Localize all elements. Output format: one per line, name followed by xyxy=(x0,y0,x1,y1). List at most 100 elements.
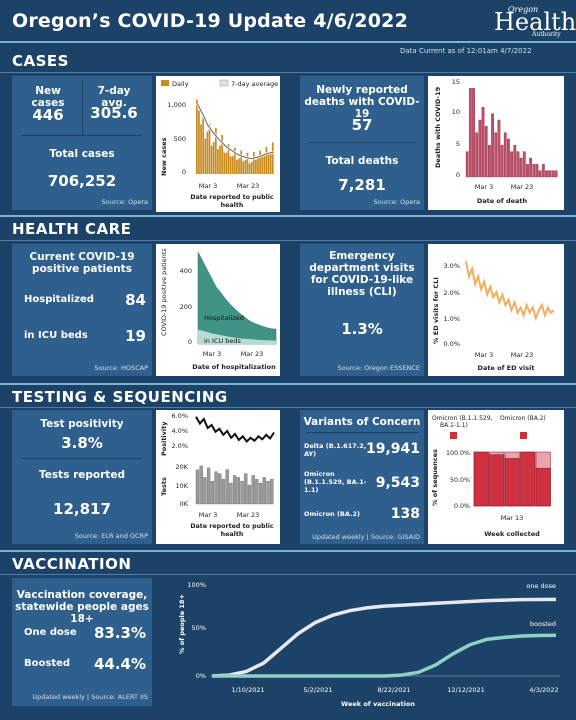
tests-reported-label: Tests reported xyxy=(39,469,125,481)
hospitalization-chart: COVID-19 positive patients 400 200 0 Hos… xyxy=(156,244,280,376)
variant-name-ba2: Omicron (BA.2) xyxy=(304,510,360,518)
cases-bar xyxy=(267,152,270,174)
death-bar xyxy=(519,157,523,178)
header-rule xyxy=(0,41,576,43)
tests-ytick: 20K xyxy=(175,463,188,471)
chart-bg xyxy=(156,76,280,212)
tests-bar xyxy=(210,480,214,505)
cases-bar xyxy=(271,142,274,174)
death-bar xyxy=(494,132,498,178)
tests-ytick: 0K xyxy=(180,500,189,508)
total-deaths-label: Total deaths xyxy=(325,155,399,167)
death-bar xyxy=(516,151,520,178)
cases-heading: CASES xyxy=(12,52,69,70)
death-bar xyxy=(481,107,485,178)
vax-xtick: 12/12/2021 xyxy=(447,686,484,694)
death-bar xyxy=(526,164,529,178)
cases-bar xyxy=(269,151,272,174)
cases-bar xyxy=(244,159,247,174)
daily-cases-chart: Daily 7-day average New cases 1,000 500 … xyxy=(156,76,280,212)
variants-xlabel: Week collected xyxy=(484,530,540,538)
variant-legend-omicron: Omicron (B.1.1.529, BA.1-1.1) xyxy=(432,415,493,429)
voc-title: Variants of Concern xyxy=(303,416,421,428)
cases-bar xyxy=(250,161,253,174)
vax-xtick: 1/10/2021 xyxy=(231,686,264,694)
cases-bar xyxy=(217,149,219,174)
variant-name-delta: Delta (B.1.617.2, AY) xyxy=(304,442,367,458)
positivity-ylabel: Positivity xyxy=(160,421,168,456)
variant-bar-omicron xyxy=(535,467,551,507)
vax-ylabel: % of people 18+ xyxy=(178,594,186,654)
positivity-value: 3.8% xyxy=(61,434,103,452)
gisaid-source: Updated weekly | Source: GISAID xyxy=(312,533,420,541)
deaths-ytick: 15 xyxy=(452,78,460,86)
vax-xtick: 5/2/2021 xyxy=(303,686,332,694)
pos-ytick: 4.0% xyxy=(171,427,188,435)
pos-ytick: 2.0% xyxy=(171,442,188,450)
cases-ylabel: New cases xyxy=(160,137,168,176)
death-bar xyxy=(545,170,548,178)
variants-xtick: Mar 13 xyxy=(501,514,524,522)
cases-bar xyxy=(208,124,211,174)
ed-ylabel: % ED visits for CLI xyxy=(432,277,440,344)
boosted-value: 44.4% xyxy=(93,655,146,673)
cases-bar xyxy=(246,152,249,174)
boosted-series-label: boosted xyxy=(530,620,556,628)
deaths-value: 57 xyxy=(351,116,373,134)
tests-bar xyxy=(262,477,266,505)
variants-ylabel: % of sequences xyxy=(431,449,439,506)
testing-source: Source: ELR and OCRP xyxy=(74,532,148,540)
cases-ytick: 1,000 xyxy=(167,101,186,109)
cases-bar xyxy=(214,127,217,174)
vax-xtick: 4/3/2022 xyxy=(529,686,558,694)
health-care-heading: HEALTH CARE xyxy=(12,220,132,238)
variants-ytick: 100.0% xyxy=(446,450,470,457)
vax-ytick: 100% xyxy=(187,581,206,589)
chart-bg xyxy=(156,410,280,544)
death-bar xyxy=(538,170,542,178)
death-bar xyxy=(529,157,533,178)
deaths-ytick: 10 xyxy=(452,108,460,116)
boosted-line xyxy=(212,633,557,678)
hospitalized-area xyxy=(197,251,277,345)
ed-xtick: Mar 23 xyxy=(511,351,534,359)
new-cases-value: 446 xyxy=(32,106,64,124)
icu-area xyxy=(198,329,276,344)
tests-bar xyxy=(236,477,240,505)
cases-ytick: 0 xyxy=(182,168,186,176)
vax-xtick: 8/22/2021 xyxy=(377,686,410,694)
death-bar xyxy=(548,170,552,178)
cases-bar xyxy=(259,150,261,174)
variant-bar-omicron xyxy=(489,454,505,507)
tests-xtick: Mar 23 xyxy=(237,511,260,519)
deaths-source: Source: Opera xyxy=(373,198,420,206)
boosted-label: Boosted xyxy=(24,658,71,669)
cases-bar xyxy=(231,156,234,174)
tests-bar xyxy=(218,473,222,505)
tests-bar xyxy=(221,479,226,505)
hoscap-source: Source: HOSCAP xyxy=(94,364,148,372)
patients-panel xyxy=(12,244,152,376)
tests-bar xyxy=(244,473,248,505)
variant-bar-omicron xyxy=(473,451,489,507)
hosp-xlabel: Date of hospitalization xyxy=(192,363,276,371)
deaths-ylabel: Deaths with COVID-19 xyxy=(434,86,442,168)
variants-chart: Omicron (B.1.1.529, BA.1-1.1) Omicron (BA… xyxy=(428,410,564,544)
deaths-xlabel: Date of death xyxy=(477,197,528,205)
death-bar xyxy=(513,145,517,178)
logo-top: Oregon xyxy=(508,5,539,14)
avg-value: 305.6 xyxy=(90,104,138,122)
vax-ytick: 0% xyxy=(196,672,206,680)
logo-main: Health xyxy=(494,8,576,36)
variant-legend-swatch xyxy=(520,432,527,439)
tests-xlabel: Date reported to public health xyxy=(190,523,274,538)
cases-bar xyxy=(261,155,264,174)
cases-bar xyxy=(229,156,232,174)
total-cases-value: 706,252 xyxy=(47,172,117,190)
deaths-ytick: 5 xyxy=(456,140,460,148)
variant-legend-ba2: Omicron (BA.2) xyxy=(500,415,546,422)
essence-source: Source: Oregon ESSENCE xyxy=(337,364,421,372)
death-bar xyxy=(541,164,545,178)
cases-bar xyxy=(233,147,236,174)
ed-line xyxy=(465,260,555,322)
